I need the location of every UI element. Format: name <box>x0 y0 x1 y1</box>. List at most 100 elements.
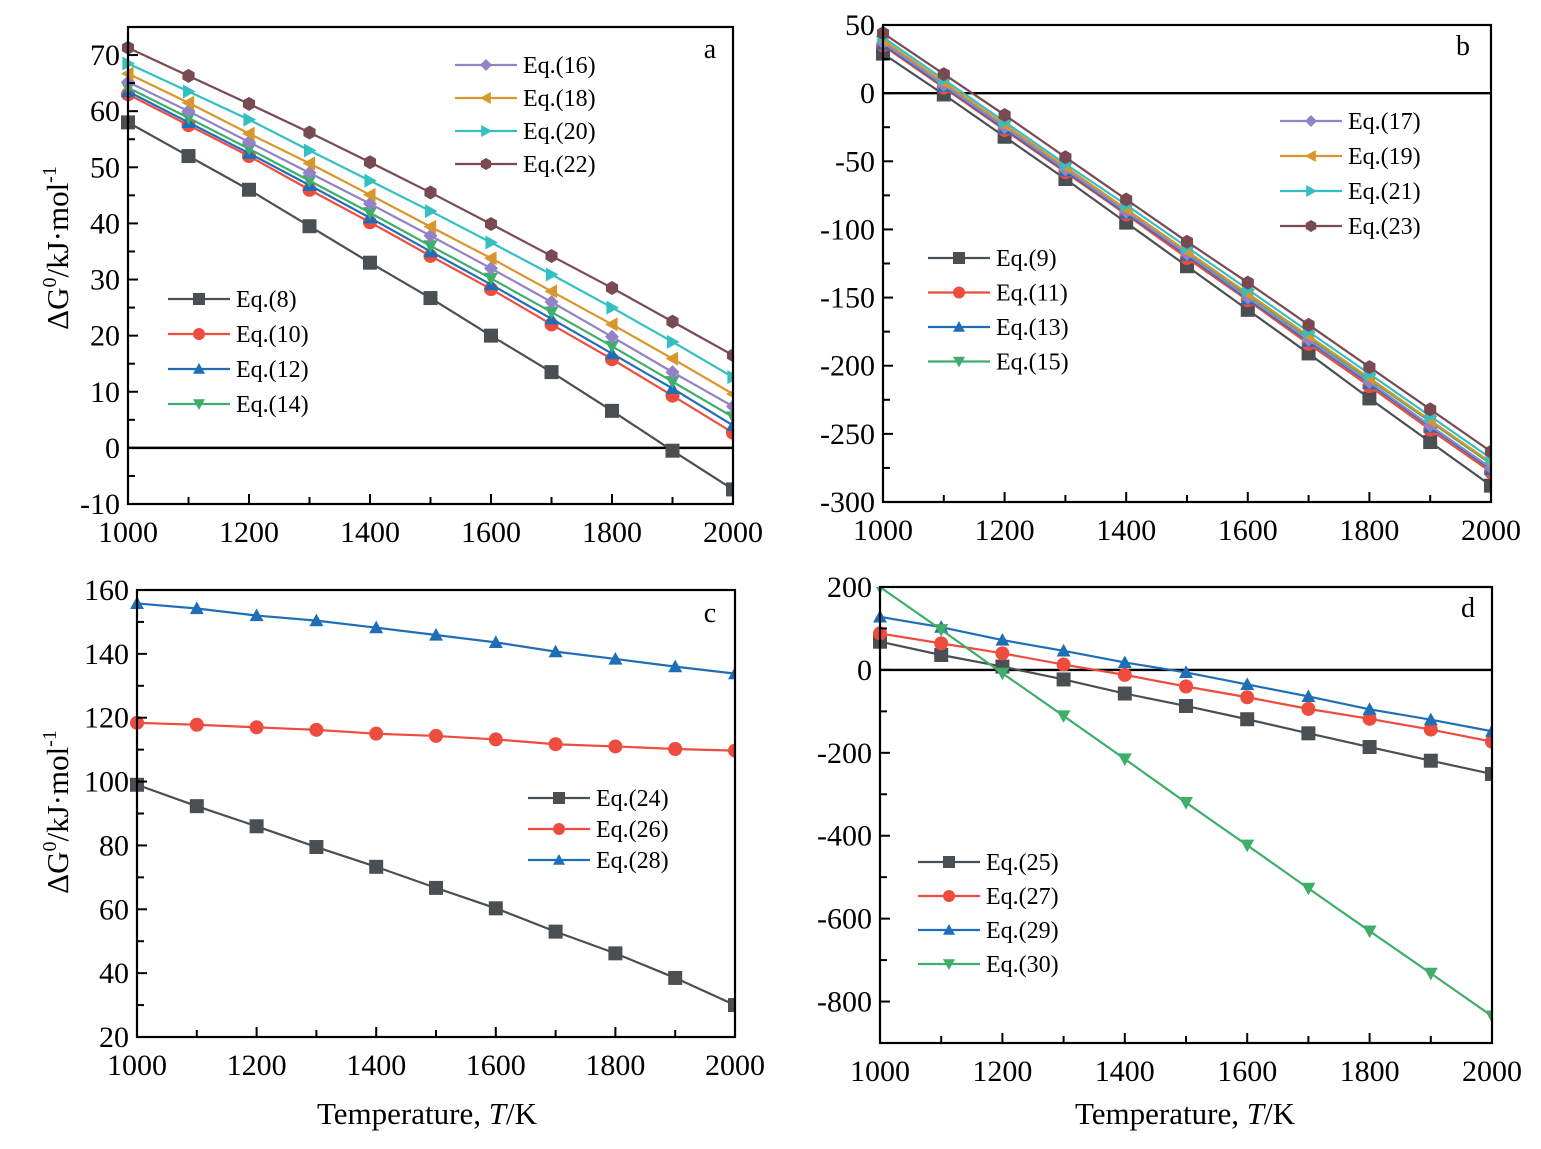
legend-label: Eq.(29) <box>986 918 1059 944</box>
data-point <box>1056 672 1071 687</box>
data-point <box>665 365 680 380</box>
data-point <box>484 216 498 231</box>
data-point <box>429 628 443 641</box>
legend: Eq.(16) Eq.(18) Eq.(20) Eq.(22) <box>455 53 596 178</box>
x-tick-label: 2000 <box>705 1049 765 1082</box>
data-point <box>1241 275 1254 290</box>
x-tick-label: 1000 <box>98 516 158 549</box>
y-tick-label: 70 <box>90 39 120 72</box>
data-point <box>1423 722 1438 737</box>
x-tick-label: 1600 <box>466 1049 526 1082</box>
data-point <box>182 68 195 83</box>
x-axis-title-d: Temperature, T/K <box>1075 1096 1296 1131</box>
data-point <box>1485 734 1492 749</box>
data-point <box>488 901 503 916</box>
series-29 <box>873 609 1492 737</box>
legend-label: Eq.(25) <box>986 850 1059 876</box>
x-tick-label: 1800 <box>1340 1055 1400 1088</box>
data-point <box>1423 435 1438 450</box>
y-tick-label: -100 <box>820 213 875 246</box>
series-30 <box>876 587 1492 1024</box>
data-point <box>242 96 256 111</box>
data-point <box>303 143 317 158</box>
series-24 <box>130 777 735 1013</box>
series-line <box>127 62 733 379</box>
x-tick-label: 2000 <box>703 516 763 549</box>
y-tick-label: -200 <box>817 737 872 770</box>
legend-item: Eq.(30) <box>918 952 1059 978</box>
y-axis-title-top: ΔG0/kJ·mol-1 <box>39 166 75 330</box>
panel-letter: b <box>1456 31 1470 62</box>
data-point <box>937 67 950 82</box>
legend-item: Eq.(23) <box>1280 214 1421 240</box>
x-tick-label: 2000 <box>1462 1055 1522 1088</box>
legend-item: Eq.(15) <box>928 350 1069 376</box>
legend-marker <box>193 293 205 305</box>
data-point <box>1424 402 1437 417</box>
legend-item: Eq.(12) <box>168 357 309 383</box>
series-23 <box>876 26 1491 459</box>
data-point <box>934 624 949 637</box>
plot-area-c <box>130 596 735 1013</box>
data-point <box>484 261 498 276</box>
legend-label: Eq.(14) <box>236 392 309 418</box>
data-point <box>548 924 563 939</box>
data-point <box>1362 711 1377 726</box>
data-point <box>423 291 438 306</box>
legend-item: Eq.(29) <box>918 918 1059 944</box>
data-point <box>485 235 498 250</box>
x-tick-label: 1600 <box>1218 514 1278 547</box>
data-point <box>302 219 317 234</box>
data-point <box>189 601 204 615</box>
legend: Eq.(9) Eq.(11) Eq.(13) Eq.(15) <box>928 246 1069 376</box>
data-point <box>544 294 559 309</box>
x-tick-label: 1400 <box>1095 1055 1155 1088</box>
data-point <box>302 165 317 180</box>
series-line <box>127 93 733 434</box>
data-point <box>182 84 196 99</box>
data-point <box>1240 839 1255 853</box>
plot-area-a <box>121 40 733 497</box>
data-point <box>1180 234 1194 249</box>
data-point <box>1485 766 1492 781</box>
legend: Eq.(24) Eq.(26) Eq.(28) <box>528 786 669 874</box>
y-tick-label: 100 <box>84 766 129 799</box>
data-point <box>309 840 324 855</box>
panel-letter: a <box>704 34 717 65</box>
data-point <box>309 722 324 737</box>
y-axis-title-bottom: ΔG0/kJ·mol-1 <box>39 730 75 894</box>
legend-marker <box>553 854 565 865</box>
legend-marker <box>943 959 955 970</box>
x-tick-label: 1000 <box>853 514 913 547</box>
data-point <box>545 248 558 263</box>
data-point <box>668 659 683 673</box>
legend-item: Eq.(8) <box>168 287 297 313</box>
data-point <box>1423 967 1438 981</box>
x-tick-label: 1800 <box>1339 514 1399 547</box>
data-point <box>1363 360 1376 375</box>
data-point <box>363 187 376 202</box>
data-point <box>668 970 683 985</box>
x-tick-label: 1200 <box>972 1055 1032 1088</box>
data-point <box>1362 740 1377 755</box>
legend-label: Eq.(16) <box>523 53 596 79</box>
data-point <box>726 411 733 425</box>
legend-label: Eq.(30) <box>986 952 1059 978</box>
legend-marker <box>943 890 955 902</box>
x-tick-label: 1200 <box>227 1049 287 1082</box>
y-tick-label: 40 <box>99 957 129 990</box>
y-tick-label: -10 <box>80 488 120 521</box>
y-tick-label: -150 <box>820 282 875 315</box>
legend-label: Eq.(8) <box>236 287 297 313</box>
legend-item: Eq.(22) <box>455 152 596 178</box>
legend-label: Eq.(12) <box>236 357 309 383</box>
data-point <box>363 255 377 270</box>
data-point <box>608 651 623 665</box>
y-tick-label: 40 <box>90 207 120 240</box>
data-point <box>1179 665 1193 678</box>
legend-marker <box>943 856 955 868</box>
data-point <box>181 95 195 110</box>
legend-marker <box>480 59 492 71</box>
data-point <box>665 443 680 458</box>
y-tick-label: -600 <box>817 903 872 936</box>
